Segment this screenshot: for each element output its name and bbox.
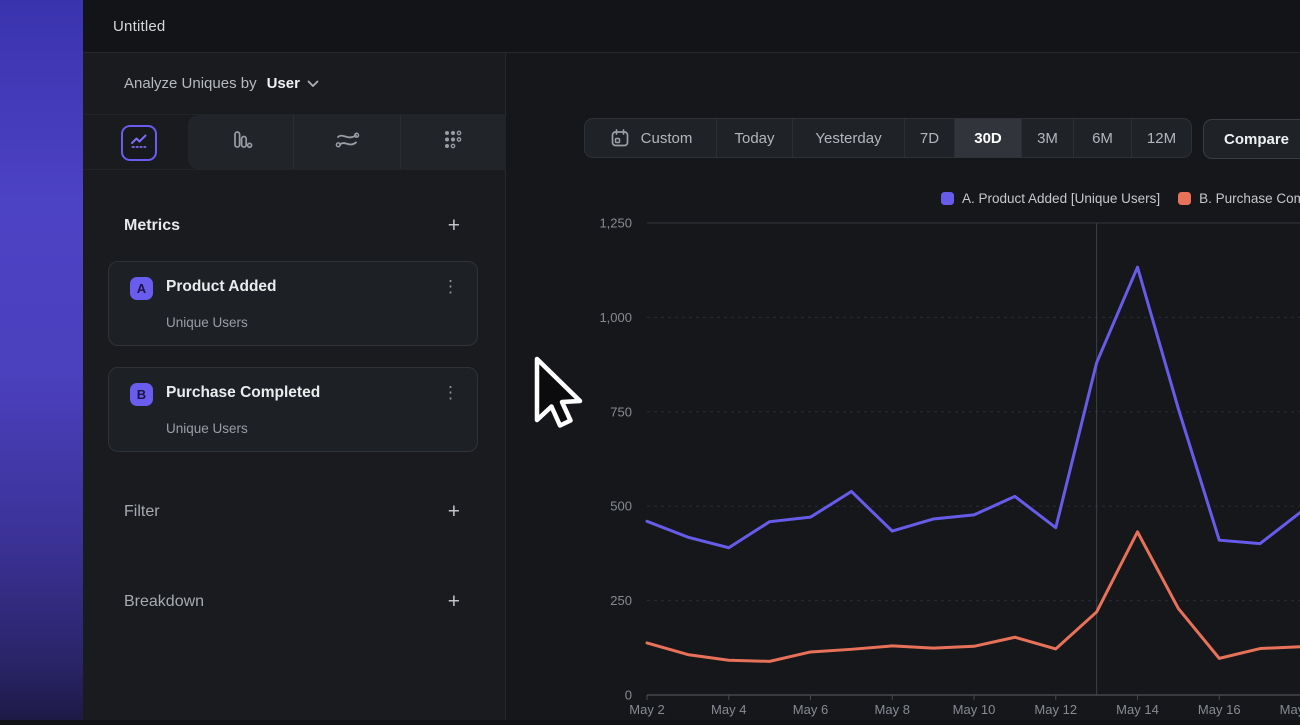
x-axis-tick-label: May 14: [1116, 702, 1159, 717]
line-chart[interactable]: 0 250 500 750 1,000 1,250 May 2 May 4 May 6 May 8…: [506, 155, 1300, 725]
analyze-by-label: Analyze Uniques by: [124, 75, 257, 92]
date-range-control: Custom Today Yesterday 7D 30D 3M 6M 12M: [584, 118, 1192, 158]
range-6m[interactable]: 6M: [1073, 119, 1131, 157]
metric-name: Purchase Completed: [166, 384, 320, 402]
filter-title: Filter: [124, 503, 160, 521]
series-line[interactable]: [647, 267, 1300, 548]
tab-dots-grid[interactable]: [400, 115, 506, 169]
chart-type-tabs: [83, 115, 505, 170]
metric-badge: B: [130, 383, 153, 406]
metrics-title: Metrics: [124, 217, 180, 235]
range-custom[interactable]: Custom: [585, 119, 716, 157]
kebab-menu-icon[interactable]: ⋮: [442, 278, 459, 297]
analyze-by-value[interactable]: User: [267, 75, 300, 92]
breakdown-title: Breakdown: [124, 593, 204, 611]
metric-card-a[interactable]: A Product Added Unique Users ⋮: [108, 261, 478, 346]
flow-icon: [333, 128, 361, 157]
range-label: Yesterday: [815, 130, 881, 147]
analyze-by-row: Analyze Uniques by User: [83, 53, 505, 115]
calendar-icon: [609, 127, 631, 149]
tab-line-chart[interactable]: [121, 125, 157, 161]
dots-grid-icon: [440, 127, 466, 158]
range-label: 6M: [1092, 130, 1113, 147]
bar-chart-icon: [228, 127, 254, 158]
range-label: 3M: [1037, 130, 1058, 147]
metric-measurement[interactable]: Unique Users: [166, 421, 248, 436]
x-axis-tick-label: May 18: [1280, 702, 1300, 717]
add-filter-button[interactable]: +: [448, 501, 460, 522]
y-axis-tick-label: 1,250: [599, 216, 632, 231]
x-axis-tick-label: May 6: [793, 702, 828, 717]
mouse-cursor: [533, 356, 583, 446]
x-axis-tick-label: May 2: [629, 702, 664, 717]
filter-header: Filter +: [124, 501, 460, 522]
range-12m[interactable]: 12M: [1131, 119, 1191, 157]
tab-flow[interactable]: [293, 115, 399, 169]
range-label: Today: [734, 130, 774, 147]
y-axis-tick-label: 500: [610, 499, 632, 514]
range-label: 12M: [1147, 130, 1176, 147]
report-title[interactable]: Untitled: [113, 18, 165, 35]
y-axis-tick-label: 0: [625, 688, 632, 703]
x-axis-tick-label: May 8: [875, 702, 910, 717]
range-3m[interactable]: 3M: [1021, 119, 1073, 157]
compare-label: Compare: [1224, 131, 1289, 148]
chart-type-tab-strip: [188, 115, 506, 169]
range-label: 7D: [920, 130, 939, 147]
y-axis-tick-label: 250: [610, 593, 632, 608]
range-today[interactable]: Today: [716, 119, 792, 157]
add-breakdown-button[interactable]: +: [448, 591, 460, 612]
range-label: 30D: [974, 130, 1002, 147]
range-30d[interactable]: 30D: [954, 119, 1021, 157]
breakdown-header: Breakdown +: [124, 591, 460, 612]
chevron-down-icon[interactable]: [307, 80, 319, 88]
metric-name: Product Added: [166, 278, 277, 296]
line-chart-icon: [128, 130, 150, 157]
metric-badge: A: [130, 277, 153, 300]
decorative-gradient-strip: [0, 0, 83, 720]
y-axis-tick-label: 1,000: [599, 310, 632, 325]
x-axis-tick-label: May 10: [953, 702, 996, 717]
tab-bar-chart[interactable]: [188, 115, 293, 169]
kebab-menu-icon[interactable]: ⋮: [442, 384, 459, 403]
range-yesterday[interactable]: Yesterday: [792, 119, 904, 157]
y-axis-tick-label: 750: [610, 404, 632, 419]
metrics-header: Metrics +: [124, 215, 460, 236]
range-label: Custom: [641, 130, 693, 147]
x-axis-tick-label: May 16: [1198, 702, 1241, 717]
top-bar: Untitled: [83, 0, 1300, 53]
metric-card-b[interactable]: B Purchase Completed Unique Users ⋮: [108, 367, 478, 452]
add-metric-button[interactable]: +: [448, 215, 460, 236]
compare-button[interactable]: Compare: [1203, 119, 1300, 159]
x-axis-tick-label: May 4: [711, 702, 746, 717]
range-7d[interactable]: 7D: [904, 119, 954, 157]
sidebar: Analyze Uniques by User: [83, 53, 506, 720]
series-line[interactable]: [647, 532, 1300, 662]
metric-measurement[interactable]: Unique Users: [166, 315, 248, 330]
x-axis-tick-label: May 12: [1034, 702, 1077, 717]
